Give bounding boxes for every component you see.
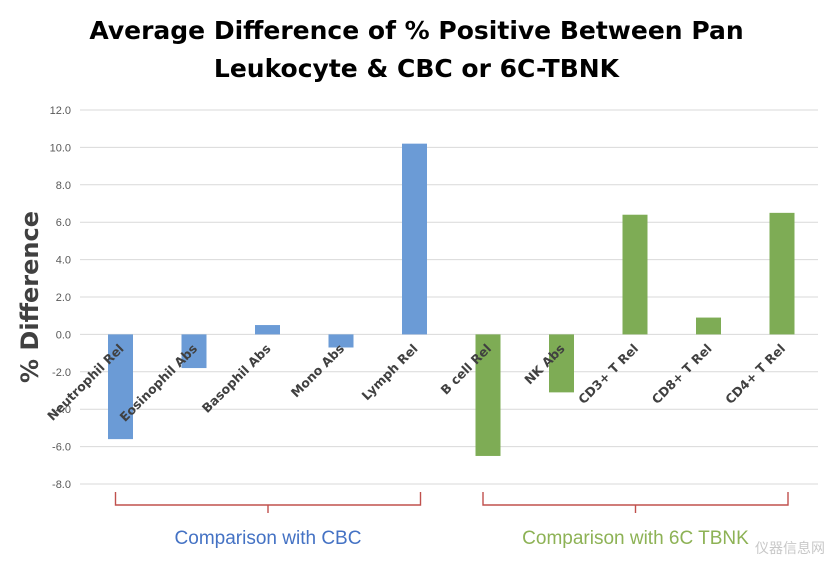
category-label: Mono Abs <box>288 341 347 400</box>
y-axis-ticks: 12.0 10.0 8.0 6.0 4.0 2.0 0.0 -2.0 -4.0 -6.0 -8.0 <box>50 105 71 491</box>
bar <box>549 334 574 393</box>
gridlines <box>80 109 818 485</box>
y-tick-label: 0.0 <box>56 329 71 341</box>
y-axis-label: % Difference <box>16 211 44 383</box>
bar <box>255 325 280 335</box>
y-tick-label: 2.0 <box>56 292 71 304</box>
y-tick-label: 10.0 <box>50 142 71 154</box>
bar <box>769 212 795 335</box>
bars <box>108 143 795 456</box>
bar <box>622 214 648 335</box>
bar <box>475 334 501 456</box>
category-label: CD8+ T Rel <box>649 341 715 407</box>
bar <box>181 334 207 369</box>
y-tick-label: -8.0 <box>52 479 71 491</box>
category-label: CD3+ T Rel <box>575 341 641 407</box>
group-brackets <box>114 492 789 513</box>
y-tick-label: 8.0 <box>56 180 71 192</box>
y-tick-label: -4.0 <box>52 404 71 416</box>
group-bracket <box>114 492 422 513</box>
y-tick-label: -6.0 <box>52 442 71 454</box>
chart-title-line-2: Leukocyte & CBC or 6C-TBNK <box>213 54 620 83</box>
bar <box>328 334 354 348</box>
y-tick-label: 6.0 <box>56 217 71 229</box>
y-tick-label: 12.0 <box>50 105 71 117</box>
group-bracket <box>482 492 789 513</box>
bar <box>696 317 721 335</box>
category-label: Basophil Abs <box>199 341 274 416</box>
bar <box>108 334 133 440</box>
chart-title: Average Difference of % Positive Between… <box>0 12 833 88</box>
bar <box>402 143 427 335</box>
category-label: CD4+ T Rel <box>722 341 788 407</box>
chart-title-line-1: Average Difference of % Positive Between… <box>89 16 744 45</box>
group-label-cbc: Comparison with CBC <box>175 528 362 549</box>
watermark: 仪器信息网 <box>755 541 825 557</box>
y-tick-label: 4.0 <box>56 255 71 267</box>
group-label-tbnk: Comparison with 6C TBNK <box>522 528 749 549</box>
y-tick-label: -2.0 <box>52 367 71 379</box>
